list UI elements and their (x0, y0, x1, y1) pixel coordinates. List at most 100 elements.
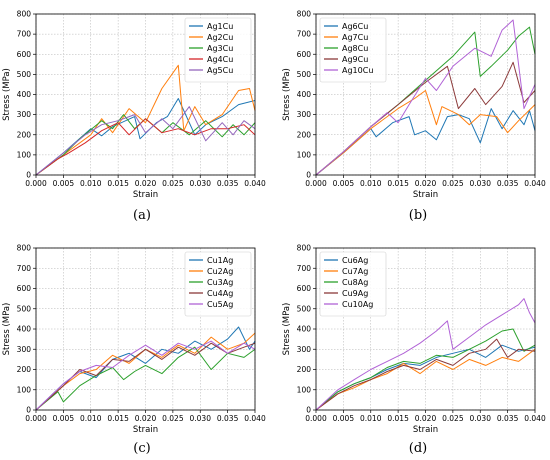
y-tick-label: 700 (17, 264, 32, 273)
y-tick-label: 600 (297, 50, 312, 59)
series-line-cu2ag (35, 332, 256, 411)
x-tick-label: 0.030 (470, 179, 492, 188)
y-axis-label: Stress (MPa) (282, 303, 292, 356)
y-tick-label: 800 (17, 244, 32, 253)
y-axis-label: Stress (MPa) (2, 303, 12, 356)
y-tick-label: 200 (297, 130, 312, 139)
plot-frame (315, 247, 536, 411)
x-tick-label: 0.035 (497, 414, 519, 423)
legend-frame (319, 17, 387, 83)
legend-label: Cu1Ag (207, 256, 233, 265)
x-tick-label: 0.020 (135, 179, 157, 188)
y-tick-label: 500 (17, 70, 32, 79)
y-tick-label: 400 (17, 325, 32, 334)
y-tick-label: 800 (297, 244, 312, 253)
x-tick-label: 0.000 (25, 414, 47, 423)
series-line-ag4cu (35, 118, 256, 176)
legend-label: Ag8Cu (342, 44, 368, 53)
plot-frame (35, 13, 256, 176)
y-tick-label: 800 (297, 10, 312, 19)
x-tick-label: 0.000 (25, 179, 47, 188)
x-tick-label: 0.005 (53, 179, 75, 188)
series-line-ag6cu (315, 108, 536, 176)
x-tick-label: 0.030 (190, 179, 212, 188)
y-axis-label: Stress (MPa) (282, 68, 292, 121)
series-line-cu5ag (35, 340, 256, 411)
x-tick-label: 0.025 (162, 414, 184, 423)
series-line-ag7cu (315, 90, 536, 176)
legend-label: Ag10Cu (342, 66, 373, 75)
legend-label: Ag5Cu (207, 66, 233, 75)
x-tick-label: 0.040 (244, 179, 266, 188)
y-tick-label: 400 (297, 325, 312, 334)
x-tick-label: 0.030 (470, 414, 492, 423)
legend-label: Cu5Ag (207, 300, 233, 309)
series-line-ag1cu (35, 98, 256, 176)
y-tick-label: 100 (297, 150, 312, 159)
y-tick-label: 600 (297, 284, 312, 293)
x-tick-label: 0.040 (244, 414, 266, 423)
x-tick-label: 0.010 (360, 414, 382, 423)
y-tick-label: 600 (17, 50, 32, 59)
series-line-ag2cu (35, 64, 256, 176)
x-tick-label: 0.025 (442, 179, 464, 188)
x-tick-label: 0.035 (497, 179, 519, 188)
y-tick-label: 700 (17, 30, 32, 39)
legend-label: Cu10Ag (342, 300, 373, 309)
x-tick-label: 0.015 (107, 414, 129, 423)
x-tick-label: 0.015 (387, 414, 409, 423)
panel-c: 0.000 0.005 0.010 0.015 0.020 0.025 0.030 0.035… (2, 244, 266, 435)
legend-label: Ag2Cu (207, 33, 233, 42)
x-tick-label: 0.020 (415, 179, 437, 188)
y-tick-label: 600 (17, 284, 32, 293)
x-axis-label: Strain (413, 190, 438, 200)
x-axis-label: Strain (133, 425, 158, 435)
legend: Cu1Ag Cu2Ag Cu3Ag Cu4Ag Cu5Ag (184, 251, 252, 317)
x-tick-label: 0.025 (162, 179, 184, 188)
legend-label: Ag1Cu (207, 22, 233, 31)
y-tick-label: 100 (17, 150, 32, 159)
plot-frame (315, 13, 536, 176)
y-tick-label: 100 (17, 385, 32, 394)
series-line-cu8ag (315, 328, 536, 411)
x-tick-label: 0.005 (333, 414, 355, 423)
series-line-cu3ag (35, 346, 256, 411)
series-line-ag3cu (35, 114, 256, 176)
x-tick-label: 0.005 (333, 179, 355, 188)
y-axis-label: Stress (MPa) (2, 68, 12, 121)
y-tick-label: 0 (26, 171, 31, 180)
x-tick-label: 0.000 (305, 179, 327, 188)
legend-label: Ag4Cu (207, 55, 233, 64)
y-tick-label: 500 (297, 70, 312, 79)
series-line-cu9ag (315, 338, 536, 411)
x-tick-label: 0.010 (360, 179, 382, 188)
legend-label: Ag7Cu (342, 33, 368, 42)
x-tick-label: 0.020 (415, 414, 437, 423)
y-tick-label: 700 (297, 30, 312, 39)
x-tick-label: 0.025 (442, 414, 464, 423)
panel-label-b: (b) (408, 208, 428, 223)
panel-b: 0.000 0.005 0.010 0.015 0.020 0.025 0.030 0.035… (282, 10, 546, 200)
series-line-cu1ag (35, 326, 256, 411)
x-axis-label: Strain (413, 425, 438, 435)
y-tick-label: 400 (17, 90, 32, 99)
y-tick-label: 300 (17, 110, 32, 119)
x-tick-label: 0.010 (80, 414, 102, 423)
x-axis-label: Strain (133, 190, 158, 200)
legend-label: Ag3Cu (207, 44, 233, 53)
x-tick-label: 0.030 (190, 414, 212, 423)
panel-d: 0.000 0.005 0.010 0.015 0.020 0.025 0.030 0.035… (282, 244, 546, 435)
y-tick-label: 0 (306, 171, 311, 180)
legend-label: Cu9Ag (342, 289, 368, 298)
legend-frame (319, 251, 387, 317)
legend-label: Ag9Cu (342, 55, 368, 64)
y-tick-label: 300 (17, 345, 32, 354)
series-line-cu7ag (315, 348, 536, 411)
y-tick-label: 0 (306, 406, 311, 415)
y-tick-label: 200 (297, 365, 312, 374)
y-tick-label: 200 (17, 365, 32, 374)
y-tick-label: 500 (297, 304, 312, 313)
series-line-ag5cu (35, 106, 256, 176)
legend-label: Cu8Ag (342, 278, 368, 287)
